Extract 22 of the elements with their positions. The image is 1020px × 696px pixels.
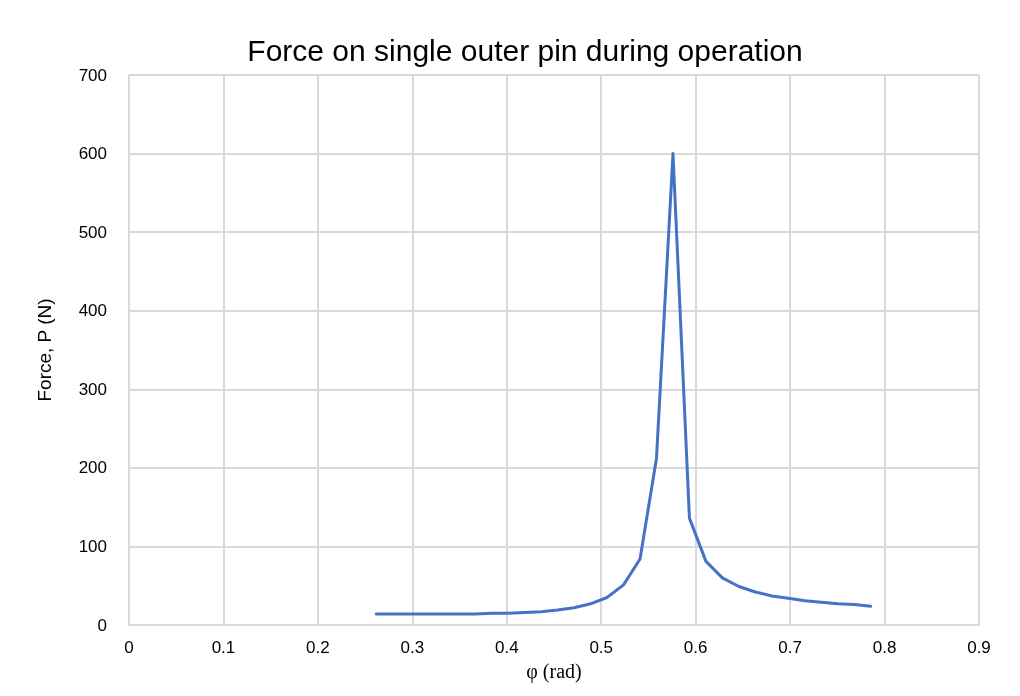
- y-tick-label: 700: [78, 65, 107, 85]
- chart-title: Force on single outer pin during operation: [247, 33, 803, 67]
- x-tick-label: 0.8: [872, 638, 897, 657]
- line-series: [374, 152, 873, 616]
- x-tick-label: 0.5: [589, 638, 614, 657]
- x-tick-label: 0.1: [211, 638, 236, 657]
- x-axis-title: φ (rad): [526, 660, 582, 683]
- y-axis-title: Force, P (N): [34, 298, 55, 402]
- x-tick-label: 0.3: [400, 638, 425, 657]
- x-tick-label: 0.9: [967, 638, 991, 657]
- x-tick-label: 0.2: [306, 638, 330, 657]
- y-tick-label: 100: [78, 536, 107, 556]
- x-tick-label: 0: [124, 638, 134, 657]
- x-tick-label: 0.6: [683, 638, 708, 657]
- y-tick-label: 300: [78, 379, 107, 399]
- x-tick-label: 0.7: [778, 638, 802, 657]
- y-tick-label: 600: [78, 144, 107, 164]
- y-tick-label: 200: [78, 458, 107, 478]
- y-tick-label: 400: [78, 301, 107, 321]
- y-tick-label: 0: [97, 615, 107, 635]
- x-tick-label: 0.4: [494, 638, 519, 657]
- y-tick-label: 500: [78, 222, 107, 242]
